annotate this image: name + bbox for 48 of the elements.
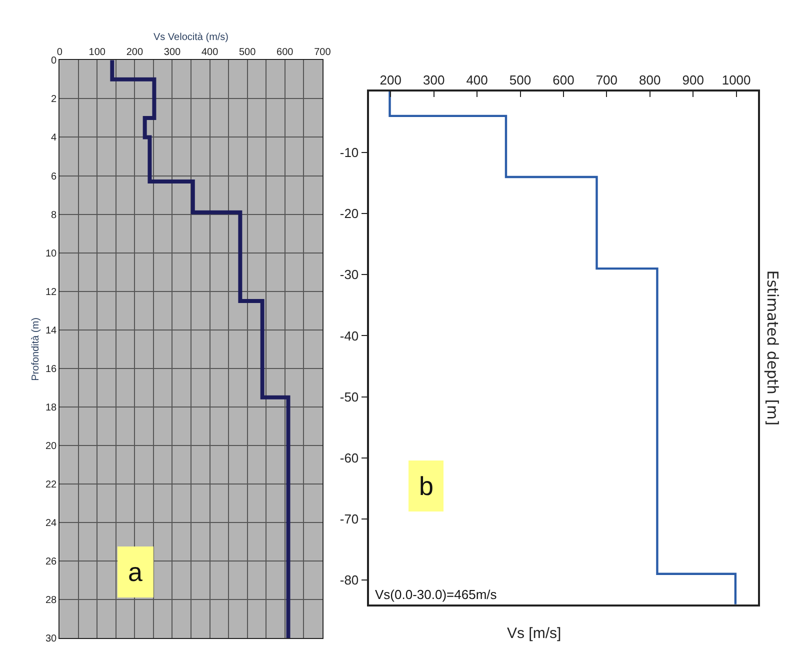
y-tick-label: 6 [51, 171, 58, 182]
y-tick-label: 28 [45, 595, 58, 606]
y-tick-label: -60 [340, 450, 359, 466]
y-axis-title: Estimated depth [m] [764, 270, 782, 426]
y-axis-title: Profondità (m) [30, 318, 42, 381]
x-tick-label: 300 [422, 72, 445, 88]
y-tick-label: 10 [45, 248, 58, 260]
x-tick-label: 900 [682, 72, 704, 88]
y-tick-label: 4 [51, 132, 58, 144]
annotation: b [419, 471, 434, 501]
y-tick-label: 18 [45, 402, 58, 414]
x-tick-label: 500 [509, 72, 532, 88]
x-tick-label: 300 [164, 47, 182, 58]
x-tick-label: 400 [201, 47, 219, 58]
y-tick-label: -70 [340, 511, 359, 526]
x-tick-label: 200 [126, 47, 144, 58]
x-tick-label: 600 [552, 72, 574, 88]
x-tick-label: 600 [276, 47, 294, 58]
y-tick-label: 26 [45, 556, 58, 568]
x-tick-label: 100 [88, 47, 106, 58]
x-axis-title: Vs [m/s] [507, 625, 562, 642]
x-tick-label: 200 [380, 72, 402, 88]
x-tick-label: 400 [466, 72, 488, 88]
x-tick-label: 1000 [722, 72, 751, 88]
x-tick-label: 700 [314, 47, 332, 58]
y-tick-label: -50 [340, 389, 359, 404]
annotation: a [128, 557, 143, 587]
y-tick-label: -20 [340, 206, 359, 222]
y-tick-label: 14 [45, 325, 58, 336]
y-tick-label: 20 [45, 441, 58, 452]
y-tick-label: -10 [340, 145, 359, 160]
y-tick-label: 24 [45, 518, 58, 530]
y-tick-label: 8 [51, 210, 58, 221]
y-tick-label: -80 [340, 572, 359, 588]
y-tick-label: -40 [340, 328, 359, 344]
y-tick-label: -30 [340, 267, 359, 282]
y-tick-label: 16 [45, 364, 58, 375]
x-tick-label: 800 [639, 72, 661, 88]
annotation: Vs(0.0-30.0)=465m/s [375, 587, 498, 602]
line-series [110, 60, 290, 638]
x-tick-label: 700 [596, 72, 618, 88]
x-axis-title: Vs Velocità (m/s) [153, 32, 229, 44]
x-tick-label: 500 [238, 47, 256, 58]
y-tick-label: 12 [45, 286, 58, 298]
y-tick-label: 0 [51, 56, 58, 67]
y-tick-label: 22 [45, 480, 58, 491]
y-tick-label: 2 [51, 94, 58, 106]
y-tick-label: 30 [45, 634, 58, 645]
